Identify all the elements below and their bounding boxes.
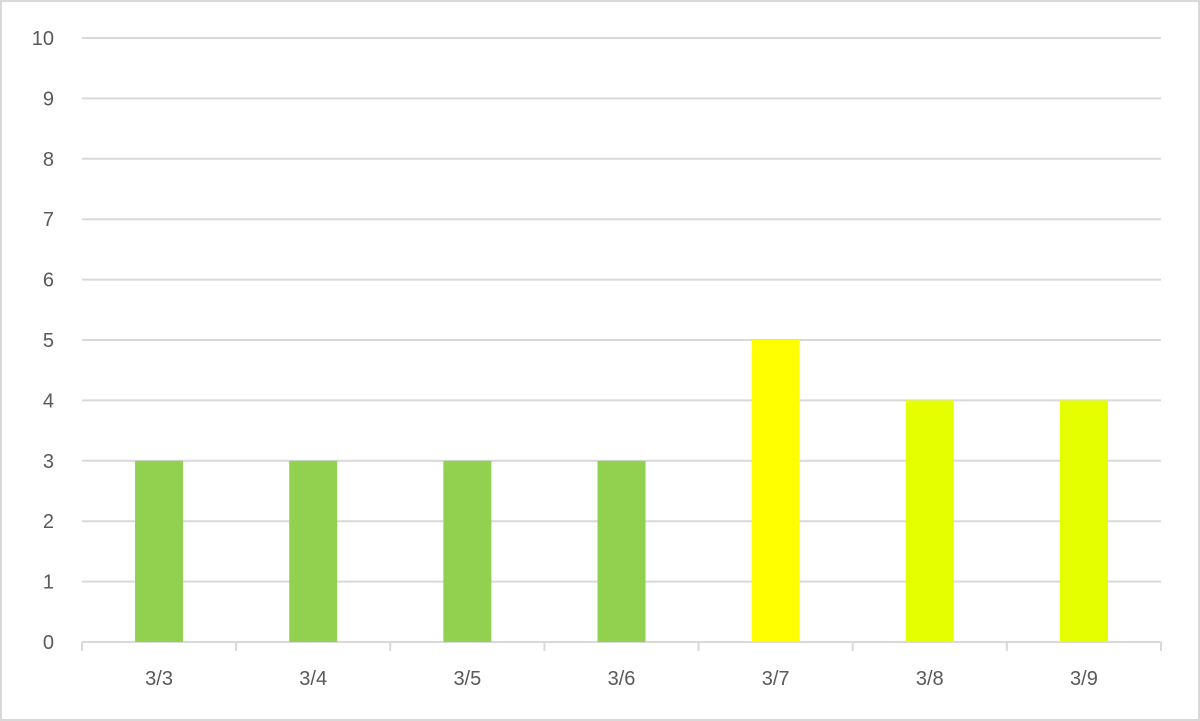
x-tick-label: 3/5 — [453, 668, 481, 690]
y-tick-label: 8 — [43, 149, 54, 171]
y-tick-label: 9 — [43, 88, 54, 110]
x-tick-label: 3/4 — [299, 668, 327, 690]
y-tick-label: 7 — [43, 209, 54, 231]
y-tick-label: 1 — [43, 572, 54, 594]
y-tick-label: 2 — [43, 511, 54, 533]
x-tick-label: 3/3 — [145, 668, 173, 690]
x-axis: 3/3 3/4 3/5 3/6 3/7 3/8 3/9 — [81, 642, 1162, 690]
x-tick-label: 3/7 — [762, 668, 790, 690]
bar-3-6 — [597, 460, 646, 642]
gridlines — [82, 37, 1161, 643]
x-tick-label: 3/8 — [916, 668, 944, 690]
x-tick-label: 3/9 — [1070, 668, 1098, 690]
y-tick-label: 0 — [43, 632, 54, 654]
bars — [135, 340, 1108, 642]
bar-3-8 — [905, 400, 954, 642]
y-axis-ticks: 0 1 2 3 4 5 6 7 8 9 10 — [32, 28, 54, 654]
y-tick-label: 10 — [32, 28, 54, 50]
bar-3-9 — [1059, 400, 1108, 642]
y-tick-label: 4 — [43, 390, 54, 412]
bar-3-5 — [443, 460, 492, 642]
y-tick-label: 6 — [43, 270, 54, 292]
y-tick-label: 5 — [43, 330, 54, 352]
bar-3-4 — [289, 460, 338, 642]
y-tick-label: 3 — [43, 451, 54, 473]
bar-3-3 — [135, 460, 184, 642]
x-tick-label: 3/6 — [608, 668, 636, 690]
bar-3-7 — [751, 340, 800, 642]
